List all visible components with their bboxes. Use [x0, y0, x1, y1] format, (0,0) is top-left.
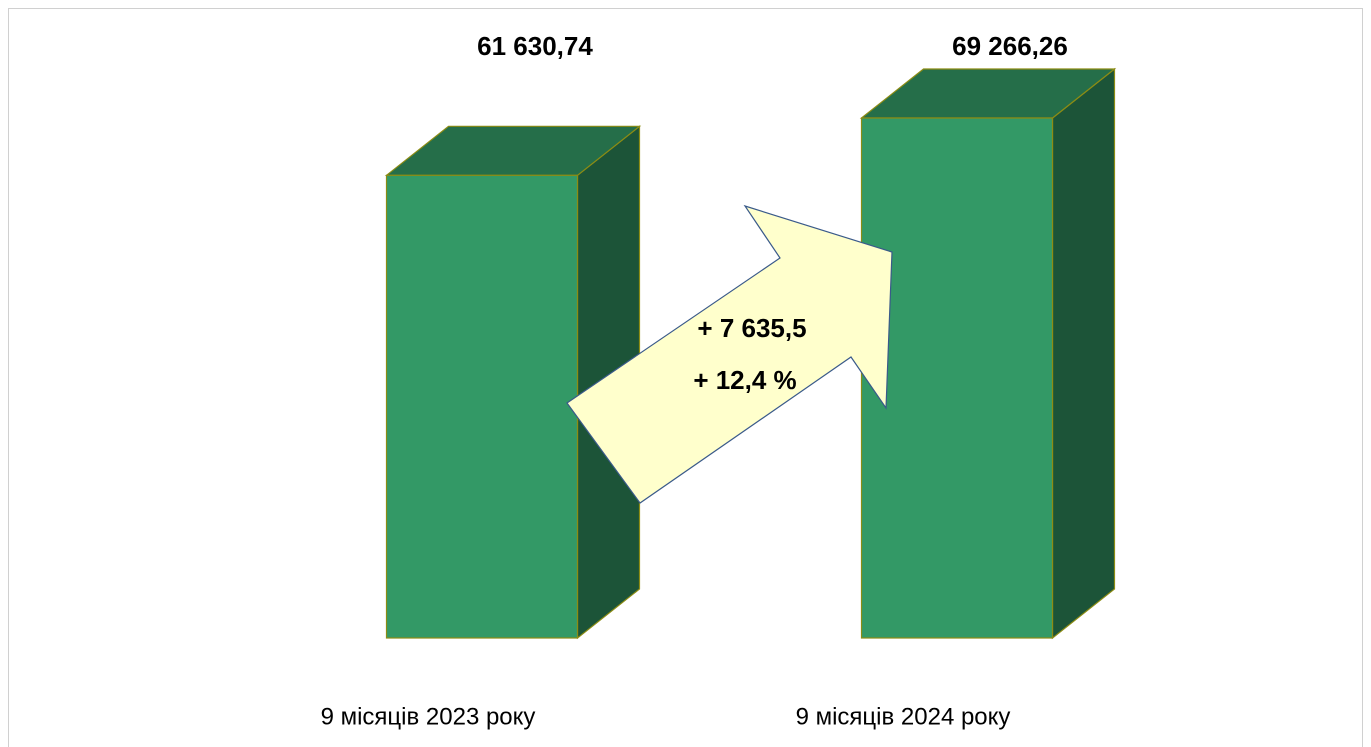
bar — [860, 117, 1054, 639]
annotation: + 7 635,5 — [697, 313, 806, 343]
x-tick-label: 9 місяців 2024 року — [796, 703, 1011, 730]
bar-side — [1051, 67, 1116, 640]
bar — [385, 174, 579, 639]
value-label: 69 266,26 — [952, 31, 1068, 61]
bars — [384, 67, 1117, 640]
x-tick-label: 9 місяців 2023 року — [321, 703, 536, 730]
annotation: + 12,4 % — [693, 365, 796, 395]
growth-arrow — [566, 204, 893, 504]
value-label: 61 630,74 — [477, 31, 593, 61]
